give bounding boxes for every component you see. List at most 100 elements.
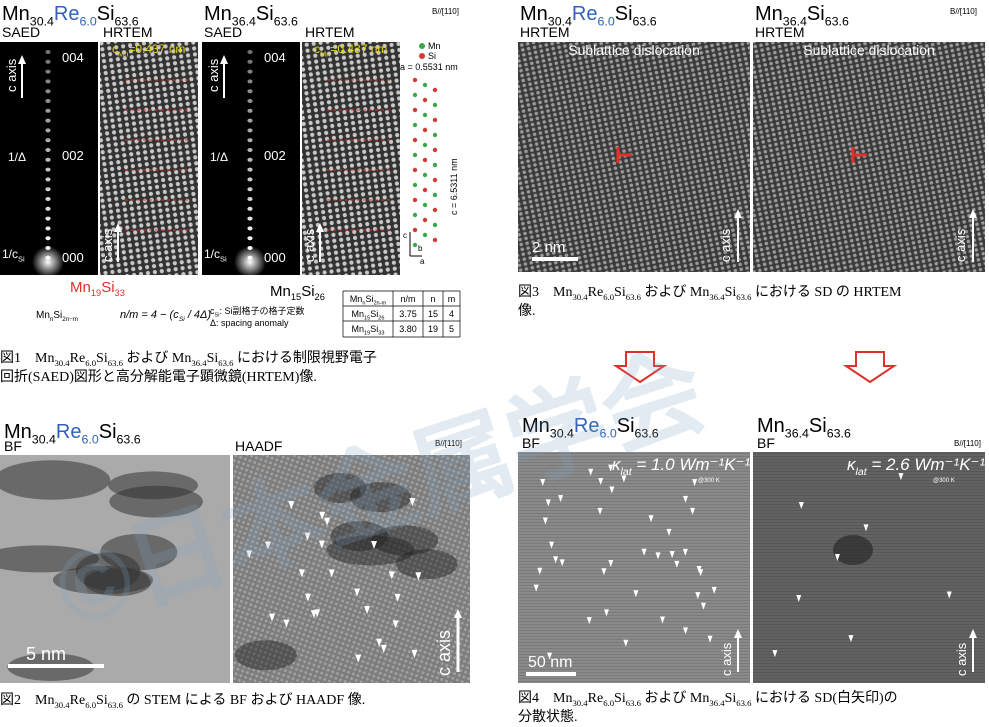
- atom: [412, 197, 418, 203]
- text-part: 30.4: [54, 700, 70, 710]
- defect-arrow: [674, 560, 680, 568]
- diffraction-spot: [247, 59, 253, 64]
- diffraction-spot: [45, 69, 51, 74]
- text-part: Re: [54, 3, 80, 25]
- text-part: 63.6: [108, 700, 124, 710]
- text-part: 3.80: [399, 324, 417, 334]
- text-part: Re: [70, 351, 86, 366]
- contrast-blob: [395, 549, 458, 580]
- formula: MnnSi2n−m: [36, 310, 78, 323]
- text-part: 15: [364, 316, 370, 322]
- defect-arrow: [863, 524, 869, 532]
- text-part: =0.437 nm: [128, 42, 185, 56]
- down-arrow: [842, 351, 898, 384]
- image-annotation: Sublattice dislocation: [568, 42, 700, 58]
- diffraction-spot: [45, 89, 51, 94]
- defect-arrow: [641, 548, 647, 556]
- text-part: Si: [53, 310, 62, 321]
- text-part: Si: [301, 283, 314, 300]
- contrast-blob: [349, 482, 412, 513]
- text-part: 図1 Mn: [0, 351, 54, 366]
- defect-arrow: [796, 594, 802, 602]
- atom: [412, 122, 418, 128]
- text-part: 1/c: [2, 247, 18, 261]
- defect-arrow: [411, 649, 418, 658]
- axis-label: c: [403, 231, 407, 240]
- defect-arrow: [542, 517, 548, 525]
- defect-arrow: [695, 592, 701, 600]
- panel-label: BF: [757, 435, 775, 451]
- panel-label: SAED: [204, 24, 242, 40]
- text-part: Si: [365, 294, 373, 304]
- atom: [432, 162, 438, 168]
- text-part: Re: [588, 691, 604, 706]
- text-part: 6.0: [600, 427, 617, 441]
- diffraction-spot: [45, 138, 51, 143]
- atom: [422, 217, 428, 223]
- dislocation-symbol: [851, 147, 867, 163]
- diffraction-spot: [45, 157, 51, 162]
- text-part: 像.: [518, 303, 536, 319]
- text-part: Si: [215, 313, 220, 319]
- table-cell: MnnSi2n-m: [350, 294, 387, 307]
- text-part: 63.6: [635, 427, 659, 441]
- text-part: 63.6: [274, 15, 298, 29]
- defect-arrow: [415, 572, 422, 581]
- defect-arrow: [598, 478, 604, 486]
- zone-axis: B//[110]: [435, 439, 462, 448]
- scale-bar: [526, 672, 576, 676]
- hrtem-image: [100, 42, 198, 275]
- scale-bar: [532, 257, 578, 261]
- defect-arrow: [547, 652, 553, 660]
- text-part: および Mn: [641, 284, 709, 300]
- text-part: Si: [101, 279, 114, 296]
- diffraction-spot: [45, 226, 51, 231]
- diffraction-spot: [247, 50, 253, 54]
- defect-arrow: [246, 550, 253, 559]
- phase-label: Mn15Si26: [270, 283, 325, 302]
- text-part: n: [362, 301, 365, 307]
- bf-image: [753, 452, 985, 683]
- axis-label: a: [420, 257, 425, 266]
- table-cell: 3.75: [399, 309, 417, 319]
- defect-arrow: [283, 619, 290, 628]
- contrast-blob: [313, 473, 367, 504]
- axis-label: c axis: [206, 58, 221, 92]
- atom: [432, 222, 438, 228]
- text-part: Δ: spacing anomaly: [210, 318, 289, 328]
- hrtem-image: [518, 42, 750, 272]
- atom: [412, 212, 418, 218]
- text-part: Si: [18, 254, 25, 263]
- thermal-conductivity: κlat = 2.6 Wm⁻¹K⁻¹: [847, 455, 986, 478]
- atom: [422, 232, 428, 238]
- panel-label: HRTEM: [305, 24, 355, 40]
- caption: 図3 Mn30.4Re6.0Si63.6 および Mn36.4Si63.6 にお…: [518, 284, 902, 302]
- text-part: 6.0: [82, 433, 99, 447]
- caption: 回折(SAED)図形と高分解能電子顕微鏡(HRTEM)像.: [0, 368, 317, 385]
- atom: [412, 137, 418, 143]
- diffraction-spot: [247, 177, 253, 182]
- text-part: Mn: [352, 309, 365, 319]
- text-part: における SD の HRTEM: [751, 284, 902, 300]
- text-part: Mn: [204, 3, 232, 25]
- defect-arrow: [298, 569, 305, 578]
- atom: [432, 87, 438, 93]
- atom: [412, 77, 418, 83]
- contrast-blob: [370, 525, 439, 556]
- text-part: 6.0: [603, 698, 614, 708]
- text-part: 36.4: [191, 358, 207, 368]
- text-part: 30.4: [54, 358, 70, 368]
- text-part: Mn: [757, 415, 785, 437]
- text-part: Si: [179, 316, 186, 323]
- defect-arrow: [310, 610, 317, 619]
- defect-arrow: [798, 502, 804, 510]
- defect-arrow: [364, 605, 371, 614]
- defect-arrow: [608, 560, 614, 568]
- composition-title: Mn36.4Si63.6: [204, 3, 298, 29]
- text-part: Si: [725, 691, 737, 706]
- text-part: Si: [96, 351, 108, 366]
- defect-arrow: [690, 507, 696, 515]
- defect-arrow: [772, 650, 778, 658]
- atom: [422, 112, 428, 118]
